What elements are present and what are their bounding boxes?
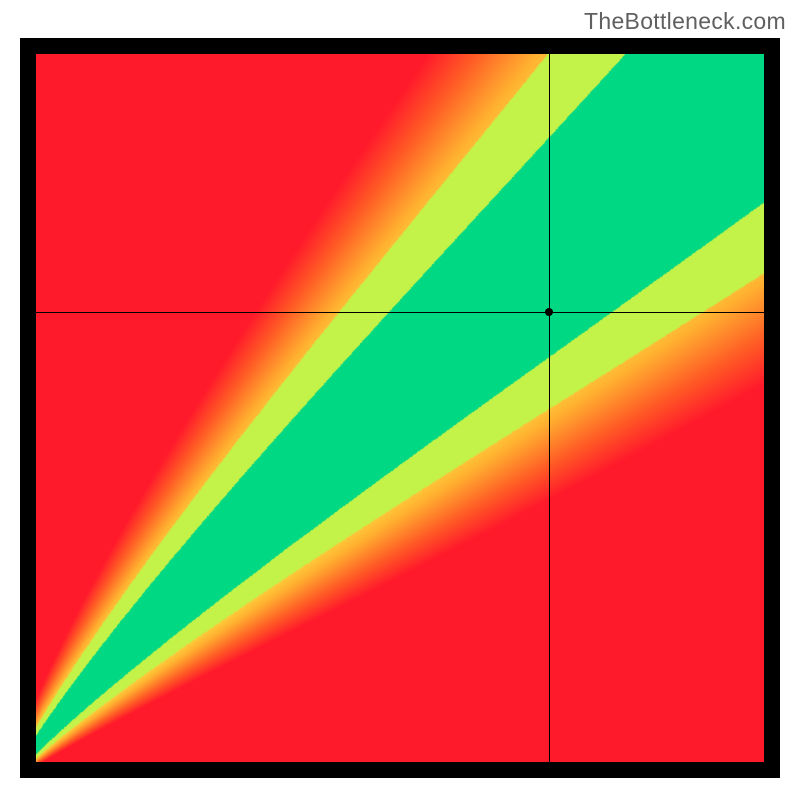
crosshair-horizontal (36, 312, 764, 313)
chart-container: TheBottleneck.com (0, 0, 800, 800)
crosshair-marker (545, 308, 553, 316)
watermark-text: TheBottleneck.com (584, 8, 786, 35)
heatmap-plot (36, 54, 764, 762)
crosshair-vertical (549, 54, 550, 762)
plot-outer-frame (20, 38, 780, 778)
